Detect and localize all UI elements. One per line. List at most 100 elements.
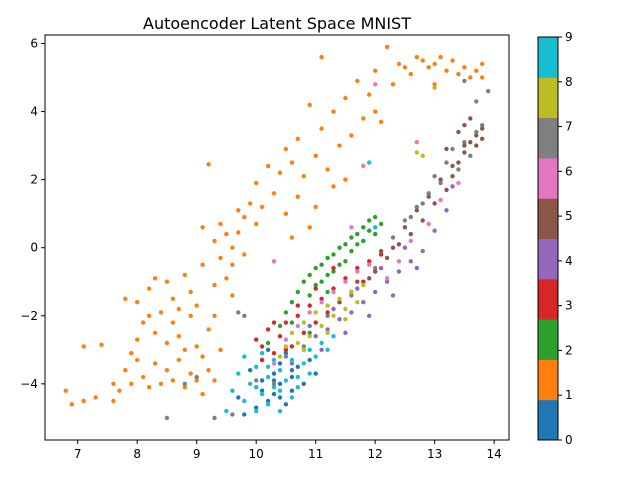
data-point-1-91 (343, 95, 348, 101)
data-point-4-20 (307, 323, 312, 329)
data-point-8-11 (265, 402, 271, 407)
data-point-3-11 (319, 296, 324, 301)
data-point-8-33 (373, 225, 378, 230)
data-point-2-24 (331, 269, 336, 274)
data-point-8-8 (259, 351, 265, 356)
data-point-4-24 (402, 245, 408, 250)
data-point-3-7 (295, 313, 300, 318)
data-point-1-57 (218, 221, 223, 227)
data-point-1-49 (206, 368, 211, 373)
colorbar-tick-label-4: 4 (565, 254, 573, 268)
data-point-1-39 (188, 371, 193, 376)
data-point-2-18 (325, 272, 330, 278)
data-point-2-21 (361, 238, 366, 244)
data-point-2-5 (301, 279, 306, 284)
data-point-5-22 (426, 194, 431, 199)
data-point-2-7 (313, 265, 318, 271)
data-point-0-1 (242, 412, 247, 417)
series-4 (289, 184, 455, 366)
data-point-6-13 (438, 197, 443, 203)
data-point-2-30 (378, 221, 384, 227)
data-point-1-110 (438, 54, 443, 60)
data-point-9-17 (432, 85, 437, 91)
chart-title: Autoencoder Latent Space MNIST (143, 14, 411, 33)
data-point-0-0 (236, 395, 241, 400)
data-point-1-30 (170, 378, 176, 383)
data-point-1-17 (141, 374, 146, 380)
data-point-1-28 (164, 279, 170, 284)
data-point-4-13 (444, 208, 449, 213)
data-point-4-11 (420, 248, 425, 254)
data-point-1-2 (81, 398, 86, 404)
data-point-1-113 (456, 71, 461, 77)
data-point-7-7 (254, 378, 259, 383)
data-point-7-30 (474, 99, 479, 104)
data-point-1-87 (325, 167, 330, 172)
data-point-2-20 (349, 248, 354, 254)
data-point-1-93 (349, 133, 354, 138)
data-point-8-21 (295, 385, 300, 390)
data-point-9-8 (325, 303, 330, 308)
data-point-5-20 (450, 163, 455, 169)
data-point-8-30 (265, 364, 271, 369)
data-point-4-5 (349, 310, 354, 315)
data-point-8-5 (248, 381, 253, 386)
series-2 (265, 214, 384, 346)
data-point-7-14 (390, 235, 396, 240)
data-point-1-36 (182, 347, 187, 352)
data-point-1-22 (152, 361, 158, 366)
data-point-1-15 (135, 300, 140, 305)
data-point-2-13 (349, 235, 354, 240)
data-point-2-3 (289, 300, 295, 305)
data-point-7-22 (468, 153, 473, 158)
data-point-1-4 (93, 395, 98, 400)
series-0 (236, 347, 318, 417)
data-point-1-38 (188, 313, 193, 318)
data-point-7-10 (301, 344, 306, 349)
data-point-8-13 (271, 385, 277, 390)
data-point-1-20 (146, 286, 152, 291)
data-point-1-33 (176, 357, 181, 363)
data-point-7-12 (349, 293, 354, 298)
data-point-8-7 (254, 408, 259, 414)
colorbar-tick-label-5: 5 (565, 209, 573, 223)
x-tick-label-7: 14 (486, 447, 501, 461)
data-point-1-117 (480, 61, 485, 67)
data-point-1-90 (337, 143, 342, 148)
data-point-1-95 (361, 116, 366, 121)
data-point-1-80 (301, 174, 306, 179)
data-point-4-3 (325, 327, 330, 332)
data-point-4-23 (378, 265, 384, 271)
data-point-4-21 (331, 306, 336, 312)
colorbar-tick-label-6: 6 (565, 164, 573, 178)
data-point-8-23 (307, 347, 312, 352)
data-point-1-18 (146, 313, 152, 318)
data-point-5-19 (480, 136, 485, 141)
colorbar-segment-7 (538, 117, 558, 159)
data-point-1-43 (194, 303, 199, 308)
colorbar-segment-0 (538, 399, 558, 441)
data-point-5-17 (456, 129, 461, 135)
data-point-1-100 (384, 44, 390, 50)
y-tick-label-3: 2 (30, 173, 38, 187)
series-8 (224, 160, 378, 414)
data-point-4-14 (450, 184, 455, 189)
data-point-2-2 (283, 310, 289, 315)
data-point-0-20 (313, 371, 318, 376)
data-point-2-12 (343, 242, 348, 247)
colorbar-segment-5 (538, 198, 558, 239)
data-point-1-14 (135, 357, 140, 363)
data-point-7-6 (242, 313, 247, 318)
data-point-2-4 (295, 289, 300, 295)
data-point-6-17 (361, 163, 366, 169)
data-point-5-15 (462, 123, 467, 128)
data-point-8-18 (289, 395, 295, 400)
y-tick-label-2: 0 (30, 241, 38, 255)
data-point-1-10 (123, 296, 128, 301)
data-point-1-98 (373, 109, 378, 114)
data-point-4-12 (432, 228, 437, 233)
data-point-7-21 (462, 140, 467, 145)
data-point-6-11 (408, 238, 413, 244)
data-point-0-18 (301, 381, 306, 386)
